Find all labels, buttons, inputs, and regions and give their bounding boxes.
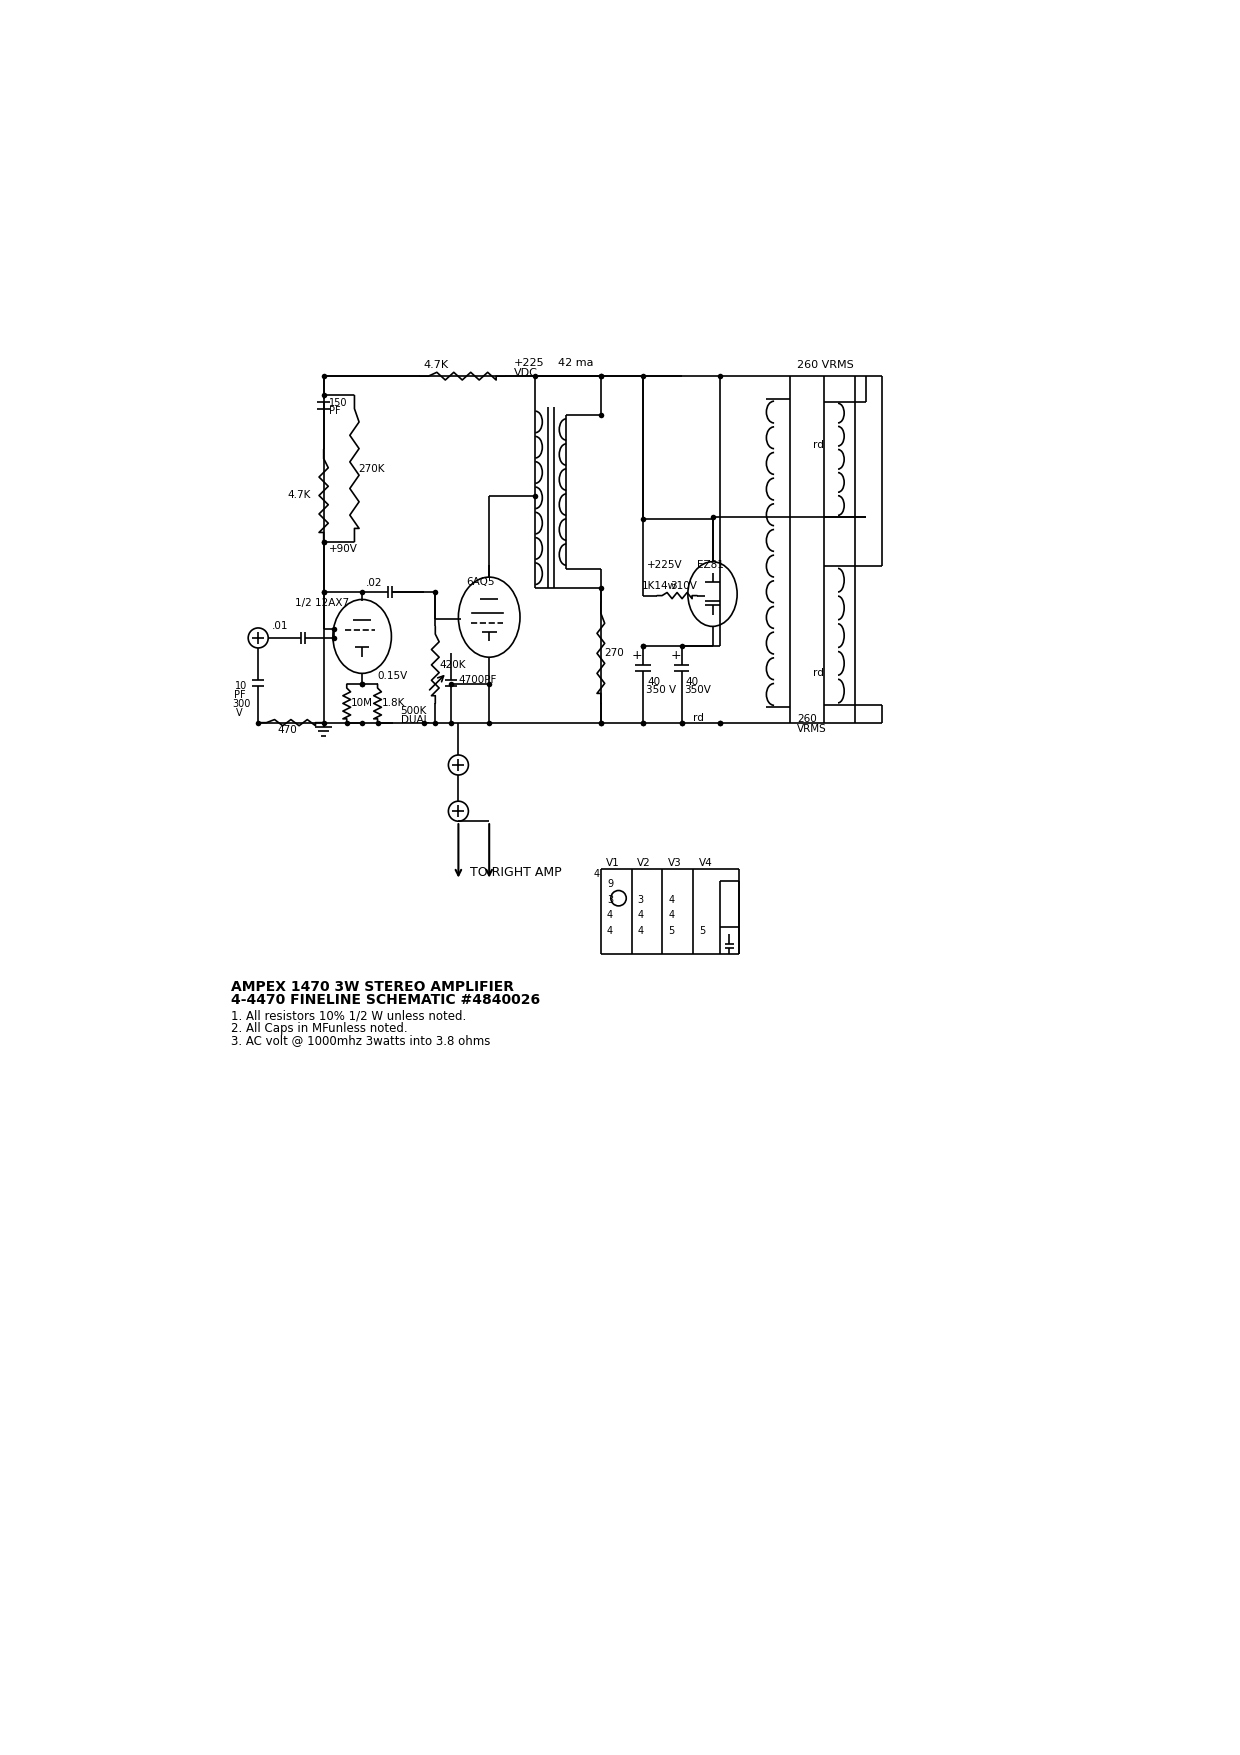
Text: PF: PF: [329, 405, 341, 416]
Text: 4: 4: [593, 869, 599, 879]
Text: 1/2 12AX7: 1/2 12AX7: [295, 598, 350, 609]
Text: 4-4470 FINELINE SCHEMATIC #4840026: 4-4470 FINELINE SCHEMATIC #4840026: [231, 993, 541, 1007]
Text: V: V: [236, 707, 243, 718]
Text: 150: 150: [329, 398, 347, 409]
Text: 4700PF: 4700PF: [459, 676, 497, 684]
Text: +225V: +225V: [647, 560, 683, 570]
Text: V2: V2: [637, 858, 651, 867]
Text: rd: rd: [812, 667, 823, 677]
Text: V1: V1: [606, 858, 620, 867]
Text: 470: 470: [278, 725, 298, 735]
Text: 350 V: 350 V: [646, 684, 676, 695]
Text: rd: rd: [693, 713, 704, 723]
Text: AMPEX 1470 3W STEREO AMPLIFIER: AMPEX 1470 3W STEREO AMPLIFIER: [231, 979, 515, 993]
Text: .01: .01: [272, 621, 289, 632]
Text: +90V: +90V: [329, 544, 358, 555]
Text: 10: 10: [236, 681, 247, 691]
Text: VDC: VDC: [513, 369, 538, 377]
Text: TO RIGHT AMP: TO RIGHT AMP: [470, 867, 562, 879]
Text: 260: 260: [797, 714, 817, 723]
Text: 9: 9: [608, 879, 613, 890]
Text: 3: 3: [637, 895, 644, 906]
Text: 300: 300: [232, 698, 250, 709]
Text: 350V: 350V: [684, 684, 711, 695]
Text: 3: 3: [608, 895, 613, 906]
Text: 4: 4: [608, 911, 613, 920]
Text: +: +: [631, 649, 642, 662]
Text: +225: +225: [513, 358, 544, 369]
Text: 0.15V: 0.15V: [377, 672, 408, 681]
Text: .02: .02: [366, 577, 382, 588]
Text: 310V: 310V: [670, 581, 697, 591]
Text: 260 VRMS: 260 VRMS: [797, 360, 854, 370]
Text: 4: 4: [637, 911, 644, 920]
Text: 270: 270: [605, 648, 625, 658]
Text: 10M: 10M: [351, 698, 372, 709]
Text: 1.8K: 1.8K: [382, 698, 404, 709]
Text: 2. All Caps in MFunless noted.: 2. All Caps in MFunless noted.: [231, 1021, 408, 1035]
Text: 4.7K: 4.7K: [288, 490, 311, 500]
Text: 4.7K: 4.7K: [424, 360, 449, 370]
Text: 1K14w: 1K14w: [641, 581, 677, 591]
Text: 3. AC volt @ 1000mhz 3watts into 3.8 ohms: 3. AC volt @ 1000mhz 3watts into 3.8 ohm…: [231, 1034, 491, 1048]
Text: DUAL: DUAL: [401, 716, 429, 725]
Text: 4: 4: [637, 925, 644, 935]
Text: V4: V4: [698, 858, 713, 867]
Text: 40: 40: [647, 677, 660, 686]
Text: EZ81: EZ81: [697, 560, 724, 570]
Text: 6AQ5: 6AQ5: [466, 577, 495, 586]
Text: 500K: 500K: [401, 706, 427, 716]
Text: rd: rd: [812, 441, 823, 451]
Text: 5: 5: [668, 925, 675, 935]
Text: 1. All resistors 10% 1/2 W unless noted.: 1. All resistors 10% 1/2 W unless noted.: [231, 1009, 466, 1023]
Text: 40: 40: [686, 677, 698, 686]
Text: 4: 4: [608, 925, 613, 935]
Text: VRMS: VRMS: [797, 723, 827, 734]
Text: 4: 4: [668, 895, 675, 906]
Text: 5: 5: [699, 925, 706, 935]
Text: 420K: 420K: [439, 660, 466, 670]
Text: PF: PF: [233, 690, 246, 700]
Text: +: +: [670, 649, 681, 662]
Text: 42 ma: 42 ma: [558, 358, 594, 369]
Text: 270K: 270K: [358, 463, 384, 474]
Text: V3: V3: [668, 858, 682, 867]
Text: 4: 4: [668, 911, 675, 920]
